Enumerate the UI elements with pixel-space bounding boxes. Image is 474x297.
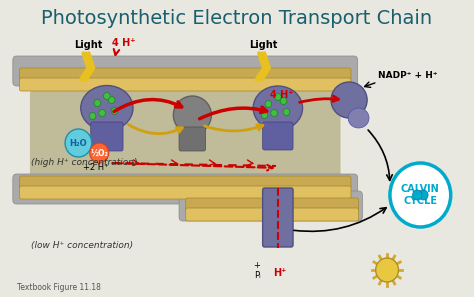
FancyBboxPatch shape: [19, 176, 351, 189]
Text: 4 H⁺: 4 H⁺: [270, 90, 294, 100]
FancyBboxPatch shape: [179, 127, 206, 151]
Text: CALVIN
CYCLE: CALVIN CYCLE: [401, 184, 440, 206]
FancyBboxPatch shape: [19, 78, 351, 91]
FancyBboxPatch shape: [186, 198, 358, 211]
Text: Photosynthetic Electron Transport Chain: Photosynthetic Electron Transport Chain: [41, 9, 433, 28]
Circle shape: [94, 99, 100, 107]
Text: 4 H⁺: 4 H⁺: [111, 38, 135, 48]
Circle shape: [111, 108, 118, 115]
Ellipse shape: [331, 82, 367, 118]
FancyBboxPatch shape: [30, 87, 340, 183]
Circle shape: [265, 100, 272, 108]
Text: Light: Light: [249, 40, 278, 50]
Text: H⁺: H⁺: [273, 268, 286, 278]
Circle shape: [274, 94, 281, 100]
Text: H₂O: H₂O: [70, 138, 87, 148]
Circle shape: [261, 111, 268, 119]
Text: Light: Light: [73, 40, 102, 50]
Text: NADP⁺ + H⁺: NADP⁺ + H⁺: [378, 71, 437, 80]
Circle shape: [280, 97, 287, 105]
Ellipse shape: [253, 86, 302, 130]
Text: (high H⁺ concentration): (high H⁺ concentration): [31, 158, 137, 167]
Circle shape: [65, 129, 91, 157]
Circle shape: [90, 143, 109, 163]
Text: +2 H⁺: +2 H⁺: [82, 164, 108, 173]
Circle shape: [419, 190, 428, 200]
Ellipse shape: [348, 108, 369, 128]
Text: Textbook Figure 11.18: Textbook Figure 11.18: [17, 283, 100, 292]
Circle shape: [89, 113, 96, 119]
FancyBboxPatch shape: [19, 68, 351, 81]
FancyBboxPatch shape: [263, 188, 293, 247]
FancyBboxPatch shape: [19, 186, 351, 199]
FancyBboxPatch shape: [263, 122, 293, 150]
Text: ½O₂: ½O₂: [91, 148, 108, 157]
Text: +
Pᵢ: + Pᵢ: [254, 260, 260, 280]
FancyBboxPatch shape: [186, 208, 358, 221]
FancyBboxPatch shape: [91, 122, 123, 151]
Circle shape: [108, 97, 115, 103]
Circle shape: [376, 258, 399, 282]
Ellipse shape: [173, 96, 211, 134]
FancyBboxPatch shape: [179, 191, 363, 221]
Circle shape: [271, 110, 277, 116]
Text: (low H⁺ concentration): (low H⁺ concentration): [31, 241, 133, 250]
Circle shape: [283, 108, 290, 116]
Circle shape: [412, 190, 422, 200]
Circle shape: [103, 92, 110, 99]
Circle shape: [99, 110, 105, 116]
Circle shape: [390, 163, 451, 227]
Ellipse shape: [81, 86, 133, 130]
FancyBboxPatch shape: [13, 56, 357, 86]
FancyBboxPatch shape: [13, 174, 357, 204]
